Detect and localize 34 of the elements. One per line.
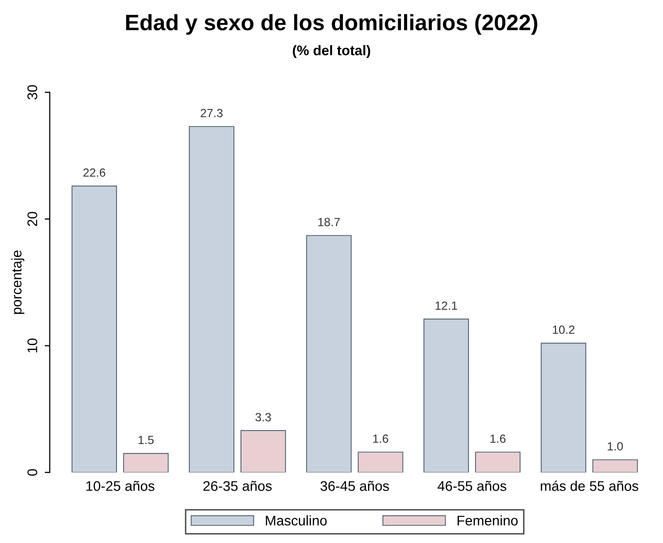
data-label: 1.5 [138,436,154,444]
data-label: 18.7 [318,218,340,226]
data-label: 1.0 [608,442,623,450]
bar [540,342,586,472]
x-tick-label: 10-25 años [86,480,154,491]
y-tick-label: 10 [27,338,38,352]
bar [592,459,638,472]
bar [188,126,234,472]
bar [475,452,521,472]
x-tick-label: 36-45 años [320,480,389,491]
legend-label: Masculino [266,515,327,526]
x-tick-label: 26-35 años [203,480,272,491]
data-label: 22.6 [83,168,106,177]
bar [72,186,118,472]
y-axis-title: porcentaje [11,250,24,314]
y-tick-label: 0 [27,469,38,476]
data-label: 12.1 [436,301,458,310]
bar [306,235,352,472]
y-tick-label: 30 [27,85,38,100]
data-label: 10.2 [552,326,574,334]
bar [423,318,469,472]
bar [123,452,169,472]
data-label: 1.6 [373,434,388,443]
chart-title: Edad y sexo de los domiciliarios (2022) [126,14,538,35]
x-tick-label: más de 55 años [540,480,638,491]
chart-subtitle: (% del total) [292,45,370,58]
x-tick-label: 46-55 años [438,480,506,491]
y-tick-label: 20 [27,212,38,226]
data-label: 3.3 [255,412,271,422]
bar [358,452,404,472]
legend-label: Femenino [458,515,518,526]
bar [240,430,286,472]
data-label: 27.3 [200,108,223,118]
data-label: 1.6 [490,434,506,443]
